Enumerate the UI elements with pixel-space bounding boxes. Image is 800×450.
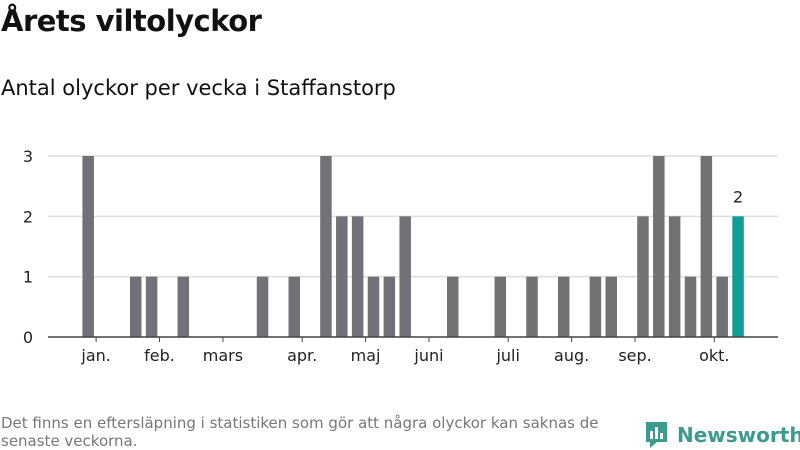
chart-subtitle: Antal olyckor per vecka i Staffanstorp [1,76,396,100]
x-tick-label: juni [413,346,443,365]
y-axis-tick-labels: 0 1 2 3 [23,147,33,347]
bar [288,276,300,337]
x-tick-label: sep. [618,346,651,365]
bar [145,276,158,337]
bars [82,156,744,337]
x-tick-label: mars [203,346,243,365]
brand: Newsworthy [644,420,800,450]
x-tick-label: juli [495,346,519,365]
x-tick-label: aug. [554,346,589,365]
x-tick-label: maj [351,346,381,365]
bar [320,156,332,337]
bar [82,156,94,337]
y-tick-label: 1 [23,268,33,287]
x-tick-label: okt. [699,346,729,365]
bar [605,276,617,337]
gridlines [48,155,778,278]
bar [367,276,380,337]
y-tick-label: 2 [23,207,33,226]
bar-chart: 0 1 2 3 jan. feb. mars apr. maj juni juli aug. sep.… [23,147,778,365]
bar [447,276,459,337]
bar [684,276,697,337]
bar [494,276,507,337]
bar [336,216,348,337]
chart-title: Årets viltolyckor [1,4,262,38]
x-tick-label: apr. [287,346,317,365]
bar [668,216,681,337]
bar-highlight [732,216,744,337]
brand-name: Newsworthy [677,423,800,447]
footnote: Det finns en eftersläpning i statistiken… [1,414,599,450]
bar [700,156,713,337]
bar [589,276,602,337]
bar [526,276,538,337]
bar [653,156,665,337]
highlight-data-label: 2 [733,187,743,206]
y-tick-label: 3 [23,147,33,166]
bar [637,216,649,337]
bar [399,216,411,337]
bar [557,276,570,337]
bar [130,276,142,337]
bar [383,276,396,337]
bar [256,276,269,337]
bar [716,276,728,337]
newsworthy-logo-icon [646,422,667,448]
y-tick-label: 0 [23,328,33,347]
data-labels: 2 [733,187,743,206]
x-tick-label: jan. [80,346,110,365]
x-axis: jan. feb. mars apr. maj juni juli aug. sep. okt. [48,336,778,365]
x-tick-label: feb. [144,346,175,365]
bar [177,276,190,337]
bar [351,216,364,337]
